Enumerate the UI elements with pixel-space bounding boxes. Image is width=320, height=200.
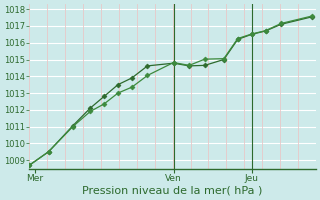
X-axis label: Pression niveau de la mer( hPa ): Pression niveau de la mer( hPa ) — [83, 186, 263, 196]
